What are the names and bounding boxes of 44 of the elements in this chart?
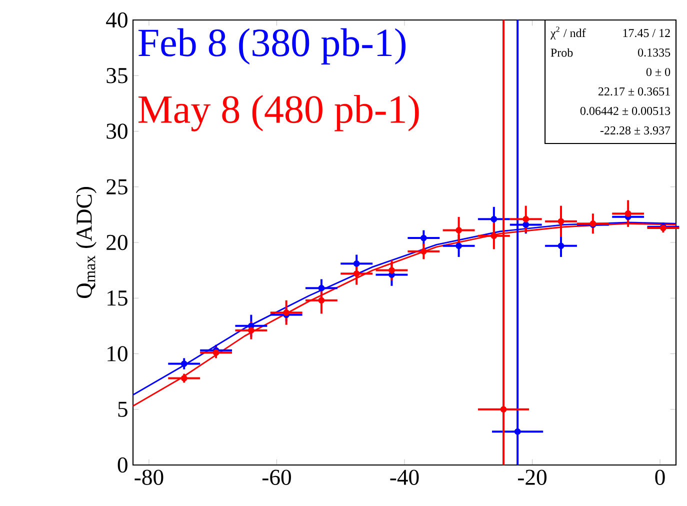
point xyxy=(456,227,462,234)
annotation: 0 ± 0 xyxy=(646,68,670,76)
point xyxy=(318,284,325,292)
point xyxy=(353,260,360,267)
y-tick-label: 15 xyxy=(108,290,128,306)
annotation: -22.28 ± 3.937 xyxy=(600,126,670,134)
y-tick-label: 20 xyxy=(106,234,128,250)
point xyxy=(456,242,462,250)
x-tick-label: -20 xyxy=(518,470,547,485)
point xyxy=(522,216,530,222)
annotation: 0.1335 xyxy=(638,48,670,57)
point xyxy=(500,406,507,413)
point xyxy=(420,248,427,255)
point xyxy=(490,232,498,240)
y-tick-label: 25 xyxy=(106,179,128,194)
y-tick-label: 10 xyxy=(108,346,128,362)
point xyxy=(353,270,360,277)
text: Feb 8 (380 pb-1) xyxy=(138,28,406,65)
point xyxy=(318,297,325,304)
point xyxy=(180,360,188,367)
y-tick-label: 0 xyxy=(118,457,128,473)
point xyxy=(490,216,498,222)
annotation: 0.06442 ± 0.00513 xyxy=(580,106,670,116)
point xyxy=(522,221,530,228)
y-tick-label: 40 xyxy=(106,12,128,28)
y-axis-title: Q$_{max}$ (ADC) xyxy=(76,187,96,298)
annotation: Prob xyxy=(550,48,573,57)
point xyxy=(558,242,564,250)
point xyxy=(388,267,395,274)
point xyxy=(558,218,564,225)
x-tick-label: 0 xyxy=(655,470,665,485)
annotation: χ$^{2}$ / ndf xyxy=(550,26,586,40)
text: May 8 (480 pb-1) xyxy=(138,94,419,132)
x-tick-label: -60 xyxy=(262,470,291,485)
annotation: 17.45 / 12 xyxy=(623,29,670,38)
x-tick-label: -40 xyxy=(390,470,419,485)
y-tick-label: 30 xyxy=(106,124,128,139)
point xyxy=(248,327,254,334)
annotation: 22.17 ± 0.3651 xyxy=(598,87,670,96)
y-tick-label: 35 xyxy=(106,68,128,84)
x-tick-label: -80 xyxy=(134,470,164,485)
point xyxy=(514,428,521,435)
y-tick-label: 5 xyxy=(118,402,128,417)
point xyxy=(420,234,427,242)
